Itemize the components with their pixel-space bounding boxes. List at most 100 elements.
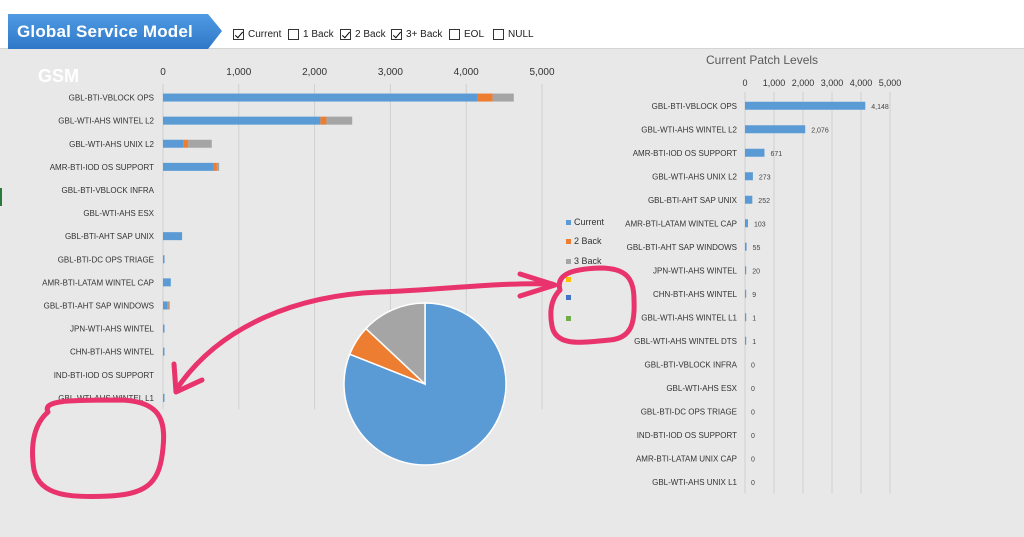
category-label: CHN-BTI-AHS WINTEL [653,290,738,299]
bar-segment [320,116,327,125]
bar [745,148,765,157]
legend-item: Current [566,217,604,227]
right-bar-chart: 0 1,000 2,000 3,000 4,000 5,000 GBL-BTI-VBLOCK… [625,78,901,494]
bar-segment [477,93,493,102]
data-label: 9 [752,292,756,299]
checkbox-label: 3+ Back [406,28,443,40]
category-label: JPN-WTI-AHS WINTEL [70,325,155,334]
legend-label: 3 Back [574,256,602,266]
checkbox-label: EOL [464,28,485,40]
x-tick-label: 0 [160,67,166,78]
annotation-arrowhead-right [517,271,558,299]
checkbox-box[interactable] [340,28,351,40]
category-label: GBL-BTI-AHT SAP WINDOWS [627,243,737,252]
legend-item: 2 Back [566,236,602,246]
data-label: 4,148 [871,104,889,111]
category-label: GBL-WTI-AHS WINTEL L1 [641,313,737,322]
bar-segment [163,393,165,402]
legend-item: 3 Back [566,256,602,266]
category-label: JPN-WTI-AHS WINTEL [653,266,738,275]
checkbox-label: 1 Back [303,28,334,40]
pie-chart [343,302,507,466]
category-label: GBL-BTI-AHT SAP WINDOWS [44,301,154,310]
data-label: 0 [751,433,755,440]
category-label: GBL-WTI-AHS UNIX L2 [69,140,154,149]
bar [745,313,747,322]
filter-null-checkbox[interactable]: NULL [493,27,534,41]
category-label: GBL-WTI-AHS UNIX L2 [652,172,737,181]
bar-segment [326,116,353,125]
data-label: 0 [751,362,755,369]
category-label: AMR-BTI-LATAM WINTEL CAP [625,219,737,228]
title-banner [8,14,222,49]
checkbox-box[interactable] [288,28,299,40]
filter-current-checkbox[interactable]: Current [233,27,281,41]
filter-eol-checkbox[interactable]: EOL [449,27,484,41]
bar-segment [216,162,220,171]
filter-3plusback-checkbox[interactable]: 3+ Back [391,27,442,41]
filter-2back-checkbox[interactable]: 2 Back [340,27,386,41]
category-label: GBL-BTI-VBLOCK OPS [69,94,154,103]
checkbox-box[interactable] [493,28,504,40]
annotation-arrowhead-left [171,361,205,395]
filter-toolbar: Global Service Model Current 1 Back 2 Ba… [0,0,1024,49]
category-label: GBL-BTI-VBLOCK OPS [652,102,737,111]
cell-selection-marker [0,188,2,206]
bar-segment [188,139,212,148]
x-tick-label: 4,000 [850,78,873,88]
category-label: GBL-BTI-VBLOCK INFRA [62,186,155,195]
x-tick-label: 1,000 [763,78,786,88]
legend-swatch [566,295,571,300]
checkbox-label: Current [248,28,282,40]
bar [745,336,747,345]
data-label: 20 [752,268,760,275]
legend-item [566,295,574,300]
x-tick-label: 2,000 [792,78,815,88]
legend-swatch [566,316,571,321]
bar-segment [163,162,214,171]
bar-segment [168,301,170,310]
checkbox-label: 2 Back [355,28,386,40]
data-label: 1 [752,339,756,346]
category-label: GBL-BTI-AHT SAP UNIX [65,232,155,241]
data-label: 273 [759,174,771,181]
data-label: 252 [758,198,770,205]
bar-segment [163,116,321,125]
data-label: 0 [751,480,755,487]
x-tick-label: 0 [742,78,747,88]
dashboard-title: Global Service Model [17,22,193,41]
checkbox-box[interactable] [233,28,244,40]
x-tick-label: 2,000 [302,67,327,78]
bar-segment [163,278,171,287]
bar-segment [163,139,184,148]
bar [745,289,747,298]
category-label: GBL-BTI-AHT SAP UNIX [648,196,738,205]
bar [745,266,747,275]
category-label: GBL-WTI-AHS UNIX L1 [652,478,737,487]
bar-segment [183,139,189,148]
category-label: GBL-BTI-DC OPS TRIAGE [58,255,154,264]
bar [745,125,806,134]
data-label: 55 [753,245,761,252]
data-label: 0 [751,409,755,416]
filter-1back-checkbox[interactable]: 1 Back [288,27,334,41]
annotation-circle-left [30,397,167,500]
checkbox-box[interactable] [449,28,460,40]
category-label: GBL-WTI-AHS WINTEL DTS [634,337,737,346]
pie-slice [364,302,426,386]
bar [745,101,866,110]
category-label: AMR-BTI-IOD OS SUPPORT [633,149,737,158]
data-label: 103 [754,221,766,228]
legend-swatch [566,277,571,282]
gsm-label: GSM [38,66,80,86]
legend-swatch [566,219,571,225]
checkbox-box[interactable] [391,28,402,40]
bar-segment [492,93,514,102]
bar-segment [163,301,168,310]
bar-segment [163,324,165,333]
bar-segment [213,162,217,171]
category-label: AMR-BTI-LATAM UNIX CAP [636,454,737,463]
category-label: IND-BTI-IOD OS SUPPORT [54,371,154,380]
bar-segment [163,255,165,264]
